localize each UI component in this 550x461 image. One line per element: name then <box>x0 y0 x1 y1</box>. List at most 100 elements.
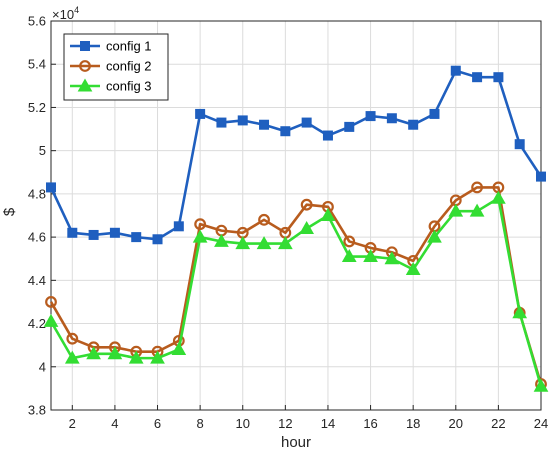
x-tick-label: 2 <box>69 416 76 431</box>
data-point <box>235 236 251 250</box>
series-line <box>49 196 543 387</box>
data-point <box>107 346 123 360</box>
data-point <box>448 203 464 217</box>
x-tick-label: 14 <box>321 416 335 431</box>
y-tick-label: 4.2 <box>28 316 46 331</box>
data-point <box>88 229 99 240</box>
legend-entry: config 2 <box>70 59 152 74</box>
data-point <box>512 305 528 319</box>
data-point <box>46 182 56 193</box>
data-point <box>280 126 291 137</box>
legend-marker <box>80 41 90 51</box>
y-axis-exponent-power: 4 <box>74 5 79 15</box>
data-point <box>45 296 57 308</box>
data-point <box>427 229 442 243</box>
data-point <box>365 111 376 122</box>
legend-label: config 1 <box>106 39 152 54</box>
legend: config 1 config 2 config 3 <box>63 33 169 101</box>
series-config-1 <box>46 65 546 245</box>
y-axis-exponent: ×104 <box>52 5 79 22</box>
data-point <box>405 262 421 276</box>
y-axis-exponent-base: ×10 <box>52 7 74 22</box>
data-point <box>344 121 355 132</box>
x-tick-label: 8 <box>197 416 204 431</box>
y-tick-label: 4 <box>39 359 46 374</box>
x-tick-label: 12 <box>278 416 292 431</box>
data-point <box>533 378 549 392</box>
x-tick-label: 4 <box>111 416 118 431</box>
y-tick-label: 5.6 <box>28 14 46 29</box>
data-point <box>301 117 312 128</box>
x-tick-label: 20 <box>449 416 463 431</box>
data-point <box>256 236 272 250</box>
legend-marker <box>79 60 91 72</box>
data-point <box>493 72 504 83</box>
legend-label: config 3 <box>106 79 152 94</box>
data-point <box>152 234 163 245</box>
y-tick-label: 3.8 <box>28 403 46 418</box>
y-tick-label: 4.6 <box>28 230 46 245</box>
plot-area-frame <box>50 20 542 411</box>
y-axis-label: $ <box>1 207 18 216</box>
data-point <box>171 341 187 355</box>
data-point <box>429 108 440 119</box>
data-point <box>216 117 227 128</box>
data-point <box>173 221 184 232</box>
data-point <box>86 346 101 360</box>
y-tick-label: 4.8 <box>28 186 46 201</box>
x-axis-label: hour <box>281 434 311 451</box>
data-point <box>195 108 206 119</box>
y-tick-label: 5 <box>39 143 46 158</box>
data-point <box>214 233 229 247</box>
data-point <box>64 350 80 364</box>
data-point <box>277 236 293 250</box>
data-point <box>469 203 485 217</box>
data-point <box>67 227 78 238</box>
x-tick-label: 10 <box>236 416 250 431</box>
data-point <box>43 313 59 327</box>
data-point <box>472 72 483 83</box>
data-point <box>343 235 356 248</box>
data-point <box>150 350 165 364</box>
legend-entry: config 3 <box>70 78 152 94</box>
data-point <box>320 207 336 221</box>
data-point <box>341 249 357 263</box>
legend-entry: config 1 <box>70 39 152 54</box>
data-point <box>131 232 142 243</box>
y-tick-label: 5.4 <box>28 57 46 72</box>
data-point <box>384 251 400 265</box>
data-point <box>450 65 461 76</box>
data-point <box>109 227 120 238</box>
data-point <box>300 198 313 211</box>
data-point <box>386 113 397 124</box>
data-point <box>237 115 248 126</box>
data-point <box>194 218 207 231</box>
x-tick-label: 24 <box>534 416 548 431</box>
legend-marker <box>77 78 93 92</box>
data-point <box>408 119 419 130</box>
data-point <box>299 220 315 234</box>
data-point <box>258 213 270 226</box>
data-point <box>471 181 483 194</box>
data-point <box>192 229 208 243</box>
data-point <box>491 190 506 204</box>
y-tick-label: 4.4 <box>28 273 46 288</box>
x-tick-label: 16 <box>363 416 377 431</box>
series-config-3 <box>43 190 549 392</box>
x-tick-label: 22 <box>491 416 505 431</box>
data-point <box>536 171 546 182</box>
series-layer <box>43 65 549 392</box>
legend-label: config 2 <box>106 59 152 74</box>
data-point <box>66 332 79 345</box>
series-config-2 <box>45 181 547 390</box>
data-point <box>363 249 378 263</box>
data-point <box>128 350 144 364</box>
data-point <box>514 139 525 150</box>
tick-layer: 2 4 6 8 10 12 14 16 18 20 22 243.844.24.44.64.855.2… <box>28 14 548 432</box>
y-tick-label: 5.2 <box>28 100 46 115</box>
x-tick-label: 6 <box>154 416 161 431</box>
data-point <box>322 130 333 141</box>
data-point <box>259 119 270 130</box>
